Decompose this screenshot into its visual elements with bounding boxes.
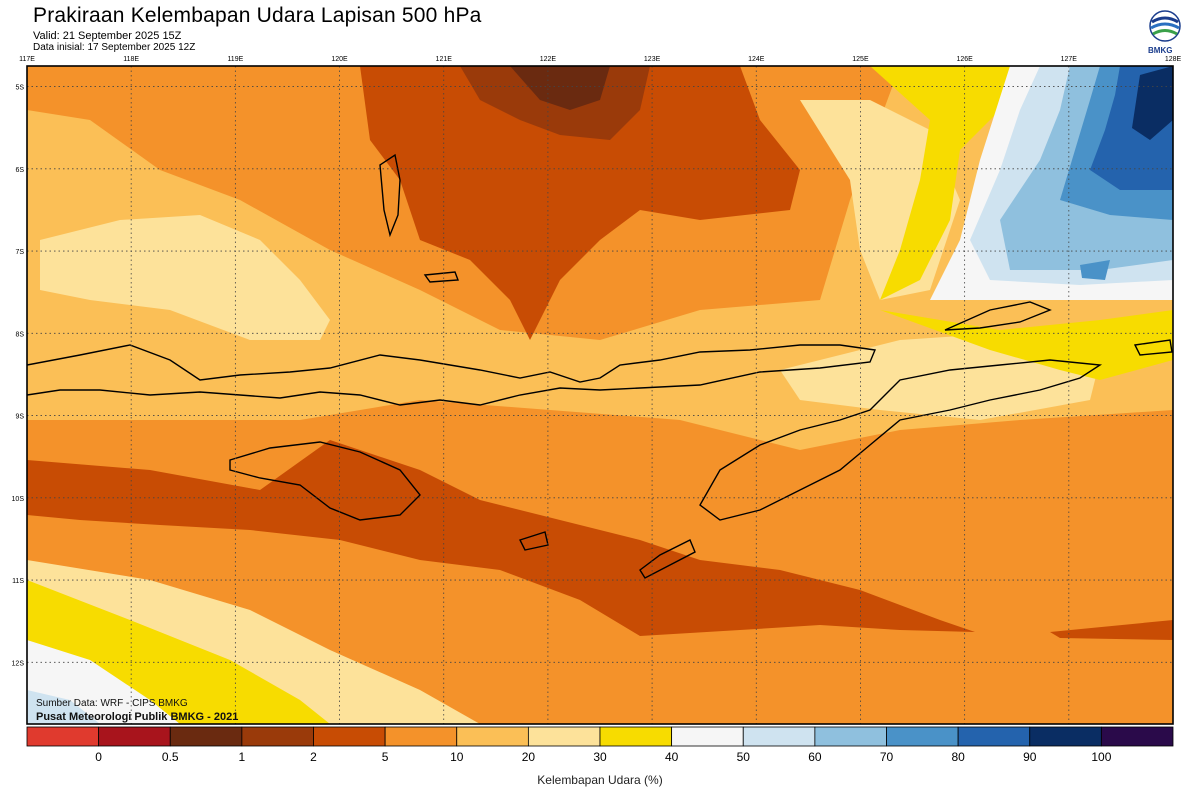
initial-data-time: Data inisial: 17 September 2025 12Z [33, 42, 196, 53]
lon-label: 125E [852, 56, 869, 63]
humidity-band-2-5 [360, 66, 800, 340]
lat-label: 10S [12, 496, 25, 503]
lat-label: 6S [15, 167, 24, 174]
lon-label: 123E [644, 56, 661, 63]
map-frame [26, 65, 1174, 725]
humidity-band-90-100 [1132, 66, 1173, 140]
legend-tick-label: 90 [1023, 750, 1037, 764]
legend-tick-label: 100 [1091, 750, 1111, 764]
legend-tick-label: 60 [808, 750, 822, 764]
humidity-band-30-40 [870, 66, 1010, 300]
legend-swatch [1029, 726, 1102, 747]
humidity-band-50-60 [27, 690, 100, 724]
lat-label: 8S [15, 331, 24, 338]
lat-label: 9S [15, 414, 24, 421]
map-title: Prakiraan Kelembapan Udara Lapisan 500 h… [33, 4, 482, 27]
legend-tick-label: 30 [593, 750, 607, 764]
legend-tick-label: 2 [310, 750, 317, 764]
lat-label: 7S [15, 249, 24, 256]
legend-tick-label: 10 [450, 750, 464, 764]
humidity-band-0.5-1 [510, 66, 610, 110]
lat-lon-grid [27, 66, 1173, 724]
legend-swatch [886, 726, 959, 747]
lon-label: 117E [19, 56, 35, 63]
lon-label: 120E [331, 56, 348, 63]
legend-swatch [26, 726, 100, 747]
lon-label: 124E [748, 56, 765, 63]
legend-tick-label: 80 [951, 750, 965, 764]
legend-swatch [527, 726, 601, 747]
valid-time: Valid: 21 September 2025 15Z [33, 30, 182, 42]
lon-label: 118E [123, 56, 139, 63]
legend-tick-label: 20 [522, 750, 536, 764]
lat-label: 5S [15, 85, 24, 92]
legend-swatch [98, 726, 171, 747]
legend-tick-labels: 0 0.5 1 2 5 10 20 30 40 50 60 70 80 90 100 [95, 750, 1111, 764]
lon-label: 121E [436, 56, 453, 63]
legend-swatch [1100, 726, 1174, 747]
legend-swatch [384, 726, 458, 747]
legend-swatch [671, 726, 744, 747]
lon-label: 127E [1061, 56, 1078, 63]
legend-title: Kelembapan Udara (%) [537, 773, 663, 787]
humidity-band-70-80 [1080, 260, 1110, 280]
lon-label: 122E [540, 56, 557, 63]
legend-swatch [169, 726, 243, 747]
lat-label: 11S [12, 578, 24, 585]
lat-label: 12S [12, 660, 25, 667]
legend-tick-label: 50 [737, 750, 751, 764]
legend-tick-label: 1 [239, 750, 246, 764]
legend-color-bar [26, 726, 1174, 747]
humidity-band-2-5 [1050, 620, 1173, 640]
longitude-labels: 117E 118E 119E 120E 121E 122E 123E 124E 125E 126E… [19, 56, 1181, 63]
humidity-band-20-30 [40, 215, 330, 340]
legend-swatch [742, 726, 816, 747]
publisher-credit: Pusat Meteorologi Publik BMKG - 2021 [36, 711, 239, 723]
coastlines [27, 153, 1173, 579]
legend-swatch [957, 726, 1031, 747]
legend-tick-label: 70 [880, 750, 894, 764]
legend-swatch [456, 726, 529, 747]
legend-tick-label: 40 [665, 750, 679, 764]
lon-label: 119E [227, 56, 243, 63]
legend-swatch [814, 726, 887, 747]
legend-tick-label: 0.5 [162, 750, 179, 764]
legend-tick-label: 5 [382, 750, 389, 764]
legend-swatch [241, 726, 314, 747]
legend-swatch [599, 726, 673, 747]
humidity-field [27, 66, 1173, 724]
latitude-labels: 5S 6S 7S 8S 9S 10S 11S 12S [12, 85, 25, 668]
legend-swatch [313, 726, 386, 747]
humidity-band-30-40 [880, 310, 1173, 380]
humidity-band-2-5 [27, 440, 975, 636]
data-source-credit: Sumber Data: WRF - CIPS BMKG [36, 698, 188, 709]
lon-label: 126E [956, 56, 973, 63]
bmkg-logo-text: BMKG [1148, 46, 1173, 55]
lon-label: 128E [1165, 56, 1182, 63]
legend-tick-label: 0 [95, 750, 102, 764]
bmkg-logo-icon [1149, 10, 1181, 42]
